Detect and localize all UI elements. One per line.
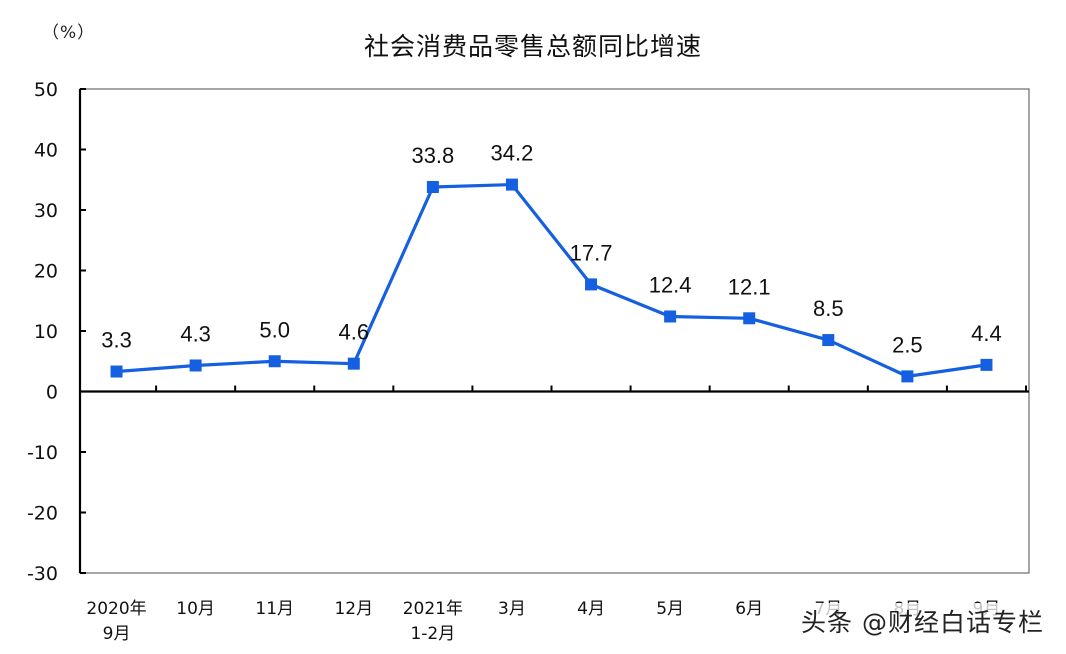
data-label: 2.5 xyxy=(892,332,923,357)
data-point-marker xyxy=(901,370,914,383)
x-category-label: 9月 xyxy=(103,624,131,644)
data-label: 12.1 xyxy=(728,274,771,299)
data-label: 4.3 xyxy=(180,321,211,346)
data-point-marker xyxy=(585,278,598,291)
data-point-marker xyxy=(189,359,202,372)
y-axis: 50 40 30 20 10 0 -10 -20 -30 xyxy=(27,79,86,585)
data-label: 34.2 xyxy=(491,141,534,166)
x-category-label: 4月 xyxy=(577,599,605,619)
data-series: 3.3 4.3 5.0 4.6 33.8 34.2 17.7 12.4 12.1 8.5 2.5 4.… xyxy=(101,141,1002,383)
data-label: 3.3 xyxy=(101,328,132,353)
chart-title: 社会消费品零售总额同比增速 xyxy=(363,32,702,61)
y-tick-label: 0 xyxy=(46,382,58,404)
data-label: 12.4 xyxy=(649,272,692,297)
x-category-label: 12月 xyxy=(334,599,373,619)
y-tick-label: -10 xyxy=(27,442,58,464)
data-label: 4.6 xyxy=(338,320,369,345)
data-point-marker xyxy=(822,334,835,347)
x-category-label: 2020年 xyxy=(86,599,146,619)
watermark: 头条 @财经白话专栏 xyxy=(797,603,1048,639)
data-point-marker xyxy=(743,312,756,325)
y-tick-label: 10 xyxy=(34,321,58,343)
y-tick-label: 40 xyxy=(34,140,58,162)
x-category-label: 10月 xyxy=(176,599,215,619)
x-category-label: 6月 xyxy=(735,599,763,619)
data-point-marker xyxy=(110,365,123,378)
y-tick-label: 20 xyxy=(34,261,58,283)
unit-label: （%） xyxy=(42,23,96,43)
x-category-label: 11月 xyxy=(255,599,294,619)
data-label: 5.0 xyxy=(259,317,290,342)
data-point-marker xyxy=(664,310,677,323)
data-label: 17.7 xyxy=(570,240,613,265)
data-point-marker xyxy=(268,355,281,368)
data-label: 8.5 xyxy=(813,296,844,321)
data-point-marker xyxy=(426,181,439,194)
series-line xyxy=(116,182,987,378)
plot-border xyxy=(79,88,1030,574)
data-label: 4.4 xyxy=(971,321,1002,346)
x-category-label: 2021年 xyxy=(403,599,463,619)
y-tick-label: -20 xyxy=(27,503,58,525)
plot-frame xyxy=(79,88,1030,574)
data-label: 33.8 xyxy=(411,143,454,168)
y-tick-label: -30 xyxy=(27,563,58,585)
data-point-marker xyxy=(980,358,993,371)
x-category-label: 1-2月 xyxy=(410,624,455,644)
y-tick-label: 30 xyxy=(34,200,58,222)
x-category-label: 5月 xyxy=(656,599,684,619)
data-point-marker xyxy=(347,357,360,370)
y-tick-label: 50 xyxy=(34,79,58,101)
x-category-label: 3月 xyxy=(498,599,526,619)
data-point-marker xyxy=(505,178,518,191)
